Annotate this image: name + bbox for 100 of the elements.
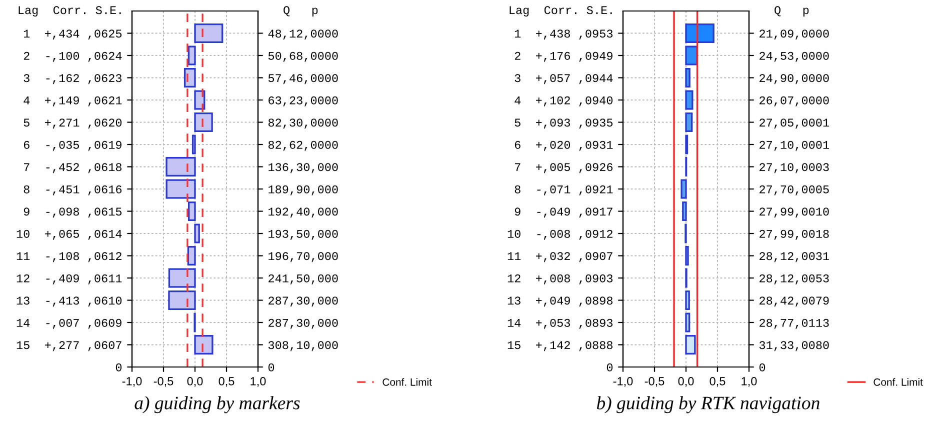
y-tick-label: 9 -,049 ,0917 [514,208,612,218]
y2-tick-label: 48,12,0000 [268,30,338,40]
bar [168,268,196,288]
y2-tick-label: 28,12,0053 [760,274,829,284]
bar [194,335,214,354]
y2-tick-label: 50,68,0000 [268,52,338,62]
y2-tick-label: 31,33,0080 [759,341,829,352]
y2-axis-title: Q p [774,6,809,16]
y-tick-label: 11 -,108 ,0612 [16,252,122,262]
bar [680,179,687,199]
y2-tick-label: 63,23,0000 [268,96,338,106]
y2-tick-label: 27,10,0001 [760,140,829,151]
y2-tick-label: 28,77,0113 [760,318,829,329]
y2-tick-label: 21,09,0000 [760,30,829,40]
y-tick-label: 8 -,451 ,0616 [24,185,122,196]
y2-tick-label: 24,53,0000 [760,52,829,62]
y2-tick-label: 82,30,0000 [268,118,338,129]
y-tick-label: 14 +,053 ,0893 [508,318,613,329]
y2-tick-label: 57,46,0000 [268,74,338,84]
y2-tick-label: 193,50,000 [268,230,338,240]
y-tick-label: 2 -,100 ,0624 [24,52,122,62]
y-tick-label: 6 +,020 ,0931 [514,140,613,151]
x-tick-label: -1,0 [122,377,142,387]
y-tick-label: 0 [116,363,122,372]
y-tick-label: 15 +,277 ,0607 [16,341,122,352]
y2-tick-label: 28,12,0031 [760,252,829,262]
y-tick-label: 2 +,176 ,0949 [514,52,612,62]
y2-tick-label: 27,05,0001 [760,118,829,129]
bar [685,246,689,266]
y-tick-label: 11 +,032 ,0907 [508,252,612,262]
y2-tick-label: 27,70,0005 [760,185,829,196]
y-tick-label: 13 +,049 ,0898 [508,296,612,307]
x-tick-label: 0,5 [710,377,726,387]
bar [685,312,690,332]
y-tick-label: 12 +,008 ,0903 [508,274,613,284]
y-tick-label: 15 +,142 ,0888 [508,341,612,352]
bar [685,335,696,354]
y2-tick-label: 82,62,0000 [268,140,338,151]
y-tick-label: 5 +,271 ,0620 [24,118,122,129]
y-tick-label: 4 +,149 ,0621 [24,96,122,106]
x-tick-label: 1,0 [742,377,757,387]
bar [194,24,224,43]
y-tick-label: 13 -,413 ,0610 [16,296,122,307]
bar [187,246,196,266]
bar [685,24,714,43]
y2-tick-label: 287,30,000 [268,296,338,307]
text: a) guiding by markers [134,396,300,414]
bar [168,290,196,310]
y-axis-title: Lag Corr. S.E. [18,6,121,16]
y-tick-label: 7 +,005 ,0926 [514,163,612,174]
y-tick-label: 4 +,102 ,0940 [514,96,613,106]
bar [192,134,196,154]
bar [682,202,687,221]
y2-tick-label: 196,70,000 [268,252,338,262]
y-tick-label: 0 [606,363,613,372]
y-tick-label: 5 +,093 ,0935 [514,118,613,129]
x-tick-label: -1,0 [613,377,633,387]
bar [685,68,690,88]
bar [166,157,196,176]
y-tick-label: 9 -,098 ,0615 [24,208,122,218]
x-tick-label: 0,5 [218,377,234,387]
bar [685,90,694,110]
x-tick-label: 0,0 [678,377,694,387]
y2-tick-label: 27,99,0010 [760,208,829,218]
bar [166,179,196,199]
y2-tick-label: 287,30,000 [268,318,338,329]
y-tick-label: 8 -,071 ,0921 [514,185,613,196]
y-tick-label: 7 -,452 ,0618 [24,163,122,174]
y2-tick-label: 0 [759,363,766,372]
x-tick-label: 0,0 [187,377,203,387]
y-tick-label: 10 -,008 ,0912 [508,230,612,240]
bar [685,290,690,310]
y2-tick-label: 189,90,000 [268,185,338,196]
y-tick-label: 1 +,438 ,0953 [514,30,613,40]
y2-tick-label: 192,40,000 [268,208,338,218]
bar [685,112,693,132]
bar [188,46,196,66]
y2-tick-label: 27,10,0003 [760,163,829,174]
text: b) guiding by RTK navigation [596,396,820,414]
y-tick-label: 1 +,434 ,0625 [24,30,122,40]
y-tick-label: 6 -,035 ,0619 [24,140,122,151]
y-axis-title: Lag Corr. S.E. [510,6,612,16]
y2-tick-label: 26,07,0000 [760,96,829,106]
y2-tick-label: 28,42,0079 [760,296,829,307]
x-tick-label: -0,5 [154,377,174,387]
y-tick-label: 12 -,409 ,0611 [16,274,122,284]
y2-tick-label: 308,10,000 [268,341,338,352]
bar [184,68,196,88]
y-tick-label: 3 -,162 ,0623 [24,74,122,84]
x-tick-label: 1,0 [250,377,266,387]
y2-tick-label: 27,99,0018 [760,230,829,240]
y2-axis-title: Q p [284,6,318,16]
bar [194,112,213,132]
y2-tick-label: 136,30,000 [268,163,338,174]
y2-tick-label: 241,50,000 [268,274,338,284]
y-tick-label: 3 +,057 ,0944 [514,74,613,84]
y2-tick-label: 24,90,0000 [760,74,829,84]
legend-label: Conf. Limit [874,378,923,386]
y2-tick-label: 0 [268,363,274,372]
bar [194,224,200,244]
